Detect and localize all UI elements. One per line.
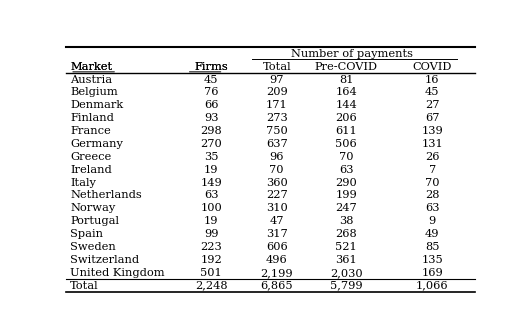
Text: 27: 27 bbox=[425, 100, 439, 110]
Text: Total: Total bbox=[70, 281, 99, 291]
Text: Netherlands: Netherlands bbox=[70, 190, 142, 201]
Text: 317: 317 bbox=[266, 229, 288, 239]
Text: 637: 637 bbox=[266, 139, 288, 149]
Text: 223: 223 bbox=[201, 242, 222, 252]
Text: 144: 144 bbox=[335, 100, 357, 110]
Text: 169: 169 bbox=[421, 268, 443, 278]
Text: 139: 139 bbox=[421, 126, 443, 136]
Text: 2,030: 2,030 bbox=[330, 268, 363, 278]
Text: 270: 270 bbox=[201, 139, 222, 149]
Text: 2,248: 2,248 bbox=[195, 281, 228, 291]
Text: COVID: COVID bbox=[412, 62, 452, 72]
Text: Number of payments: Number of payments bbox=[291, 49, 413, 59]
Text: 81: 81 bbox=[339, 74, 354, 84]
Text: Firms: Firms bbox=[194, 62, 228, 72]
Text: 227: 227 bbox=[266, 190, 288, 201]
Text: 93: 93 bbox=[204, 113, 219, 123]
Text: Sweden: Sweden bbox=[70, 242, 116, 252]
Text: 209: 209 bbox=[266, 87, 288, 97]
Text: 28: 28 bbox=[425, 190, 439, 201]
Text: 501: 501 bbox=[201, 268, 222, 278]
Text: France: France bbox=[70, 126, 111, 136]
Text: 70: 70 bbox=[339, 152, 354, 162]
Text: 63: 63 bbox=[204, 190, 219, 201]
Text: 506: 506 bbox=[335, 139, 357, 149]
Text: 131: 131 bbox=[421, 139, 443, 149]
Text: 247: 247 bbox=[335, 203, 357, 213]
Text: 298: 298 bbox=[201, 126, 222, 136]
Text: 192: 192 bbox=[201, 255, 222, 265]
Text: 611: 611 bbox=[335, 126, 357, 136]
Text: 521: 521 bbox=[335, 242, 357, 252]
Text: 70: 70 bbox=[269, 165, 284, 175]
Text: 63: 63 bbox=[339, 165, 354, 175]
Text: 135: 135 bbox=[421, 255, 443, 265]
Text: 273: 273 bbox=[266, 113, 288, 123]
Text: Belgium: Belgium bbox=[70, 87, 118, 97]
Text: 361: 361 bbox=[335, 255, 357, 265]
Text: Ireland: Ireland bbox=[70, 165, 112, 175]
Text: 66: 66 bbox=[204, 100, 219, 110]
Text: 606: 606 bbox=[266, 242, 288, 252]
Text: 7: 7 bbox=[429, 165, 436, 175]
Text: Norway: Norway bbox=[70, 203, 115, 213]
Text: 85: 85 bbox=[425, 242, 439, 252]
Text: 38: 38 bbox=[339, 216, 354, 226]
Text: 100: 100 bbox=[201, 203, 222, 213]
Text: Austria: Austria bbox=[70, 74, 112, 84]
Text: 290: 290 bbox=[335, 177, 357, 188]
Text: 268: 268 bbox=[335, 229, 357, 239]
Text: Switzerland: Switzerland bbox=[70, 255, 139, 265]
Text: 360: 360 bbox=[266, 177, 288, 188]
Text: 206: 206 bbox=[335, 113, 357, 123]
Text: 49: 49 bbox=[425, 229, 439, 239]
Text: Spain: Spain bbox=[70, 229, 103, 239]
Text: 45: 45 bbox=[425, 87, 439, 97]
Text: 97: 97 bbox=[269, 74, 284, 84]
Text: 67: 67 bbox=[425, 113, 439, 123]
Text: 47: 47 bbox=[269, 216, 284, 226]
Text: 171: 171 bbox=[266, 100, 288, 110]
Text: Total: Total bbox=[262, 62, 291, 72]
Text: 164: 164 bbox=[335, 87, 357, 97]
Text: 19: 19 bbox=[204, 216, 219, 226]
Text: Italy: Italy bbox=[70, 177, 96, 188]
Text: Finland: Finland bbox=[70, 113, 114, 123]
Text: 149: 149 bbox=[201, 177, 222, 188]
Text: Pre-COVID: Pre-COVID bbox=[315, 62, 378, 72]
Text: Market: Market bbox=[70, 62, 112, 72]
Text: 76: 76 bbox=[204, 87, 219, 97]
Text: 16: 16 bbox=[425, 74, 439, 84]
Text: 9: 9 bbox=[429, 216, 436, 226]
Text: 26: 26 bbox=[425, 152, 439, 162]
Text: Greece: Greece bbox=[70, 152, 111, 162]
Text: Market: Market bbox=[70, 62, 112, 72]
Text: 70: 70 bbox=[425, 177, 439, 188]
Text: 199: 199 bbox=[335, 190, 357, 201]
Text: 19: 19 bbox=[204, 165, 219, 175]
Text: 750: 750 bbox=[266, 126, 288, 136]
Text: 2,199: 2,199 bbox=[260, 268, 293, 278]
Text: Firms: Firms bbox=[194, 62, 228, 72]
Text: Denmark: Denmark bbox=[70, 100, 123, 110]
Text: 96: 96 bbox=[269, 152, 284, 162]
Text: 6,865: 6,865 bbox=[260, 281, 293, 291]
Text: Portugal: Portugal bbox=[70, 216, 119, 226]
Text: United Kingdom: United Kingdom bbox=[70, 268, 165, 278]
Text: Germany: Germany bbox=[70, 139, 123, 149]
Text: 35: 35 bbox=[204, 152, 219, 162]
Text: 45: 45 bbox=[204, 74, 219, 84]
Text: 496: 496 bbox=[266, 255, 288, 265]
Text: 5,799: 5,799 bbox=[330, 281, 363, 291]
Text: 63: 63 bbox=[425, 203, 439, 213]
Text: 99: 99 bbox=[204, 229, 219, 239]
Text: 1,066: 1,066 bbox=[416, 281, 449, 291]
Text: 310: 310 bbox=[266, 203, 288, 213]
